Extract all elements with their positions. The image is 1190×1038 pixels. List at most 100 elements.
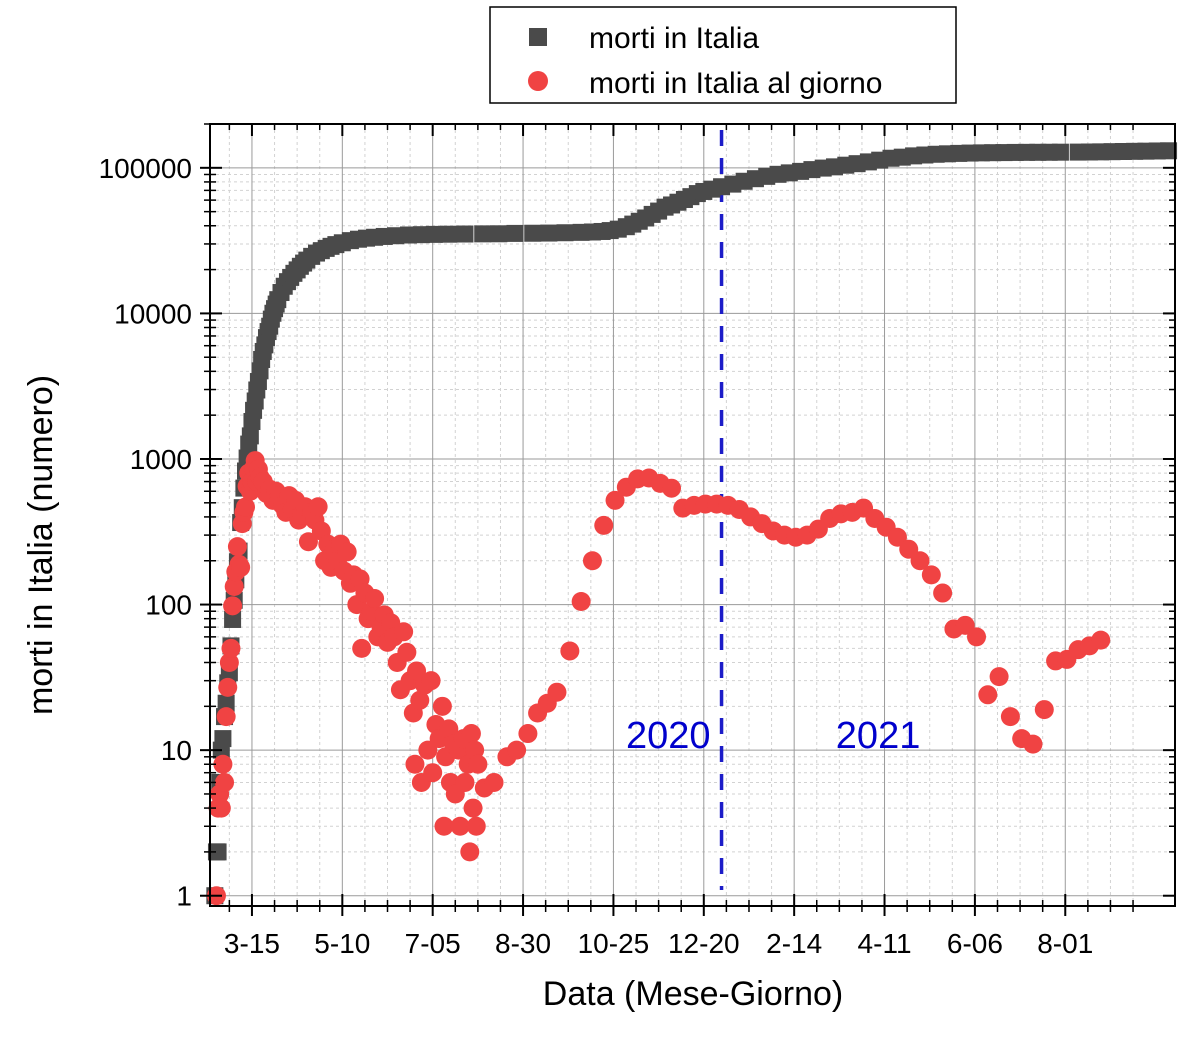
x-tick-labels: 3-15 5-10 7-05 8-30 10-25 12-20 2-14 4-11 6-06 8-… [224, 928, 1093, 959]
daily-point [298, 532, 318, 552]
daily-point [594, 515, 614, 535]
cumulative-point [399, 226, 417, 244]
daily-point [560, 641, 580, 661]
plot-frame [209, 123, 1176, 907]
daily-point [219, 652, 239, 672]
daily-point [216, 707, 236, 727]
cumulative-point [556, 224, 574, 242]
daily-point [468, 754, 488, 774]
cumulative-point [214, 730, 232, 748]
daily-point [461, 724, 481, 744]
daily-point [605, 490, 625, 510]
daily-point [221, 638, 241, 658]
x-tick-label: 4-11 [858, 928, 912, 959]
cumulative-point [224, 610, 242, 628]
daily-point [352, 638, 372, 658]
cumulative-point [456, 225, 474, 243]
daily-point [421, 671, 441, 691]
cumulative-point [506, 224, 524, 242]
y-tick-label: 100 [145, 590, 192, 621]
legend-marker-circle [528, 71, 548, 91]
cumulative-point [412, 226, 430, 244]
daily-point [213, 754, 233, 774]
cumulative-point [241, 427, 259, 445]
y-tick-label: 100000 [99, 153, 192, 184]
minor-gridlines [210, 123, 1175, 906]
y-tick-label: 10 [161, 735, 192, 766]
daily-point [224, 577, 244, 597]
legend-marker-square [529, 28, 547, 46]
daily-point [1000, 707, 1020, 727]
daily-point [933, 583, 953, 603]
daily-point [423, 763, 443, 783]
daily-point [394, 622, 414, 642]
daily-point [921, 565, 941, 585]
cumulative-point [440, 225, 458, 243]
cumulative-point [524, 224, 542, 242]
x-axis-label: Data (Mese-Giorno) [543, 975, 843, 1013]
daily-point [1034, 700, 1054, 720]
daily-point [407, 661, 427, 681]
y-tick-label: 1000 [130, 444, 192, 475]
daily-point [218, 677, 238, 697]
x-tick-label: 10-25 [578, 928, 650, 959]
daily-point [518, 724, 538, 744]
x-tick-label: 7-05 [405, 928, 461, 959]
daily-point [215, 772, 235, 792]
x-tick-label: 3-15 [224, 928, 280, 959]
daily-point [434, 816, 454, 836]
daily-point [337, 542, 357, 562]
year-annotation: 2020 [626, 715, 711, 757]
daily-point [582, 551, 602, 571]
cumulative-point [209, 843, 227, 861]
daily-point [466, 816, 486, 836]
x-tick-label: 12-20 [668, 928, 740, 959]
cumulative-point [540, 224, 558, 242]
annotations: 2020 2021 [626, 715, 920, 757]
daily-point [455, 772, 475, 792]
daily-point [547, 682, 567, 702]
daily-point [450, 816, 470, 836]
daily-point [978, 685, 998, 705]
daily-point [1091, 630, 1111, 650]
daily-point [439, 719, 459, 739]
legend: morti in Italia morti in Italia al giorn… [489, 6, 957, 104]
cumulative-point [1160, 142, 1178, 160]
daily-point [662, 478, 682, 498]
daily-point [432, 696, 452, 716]
y-tick-labels: 1 10 100 1000 10000 100000 [99, 153, 192, 912]
legend-label-daily: morti in Italia al giorno [589, 67, 882, 100]
daily-point [507, 740, 527, 760]
cumulative-point [217, 694, 235, 712]
daily-point [227, 537, 247, 557]
x-tick-label: 6-06 [947, 928, 1003, 959]
legend-box [489, 6, 957, 104]
x-tick-label: 2-14 [766, 928, 822, 959]
legend-label-cumulative: morti in Italia [589, 22, 759, 55]
daily-point [308, 497, 328, 517]
x-tick-label: 8-01 [1037, 928, 1093, 959]
cumulative-point [387, 227, 405, 245]
y-tick-label: 1 [176, 881, 192, 912]
cumulative-point [425, 225, 443, 243]
y-tick-label: 10000 [114, 298, 192, 329]
series-cumulative-deaths [206, 142, 1178, 905]
daily-point [460, 842, 480, 862]
daily-point [484, 772, 504, 792]
year-annotation: 2021 [836, 715, 921, 757]
axis-ticks [200, 123, 1175, 916]
daily-point [910, 551, 930, 571]
daily-point [571, 591, 591, 611]
daily-point [236, 497, 256, 517]
daily-point [1023, 734, 1043, 754]
x-tick-label: 8-30 [495, 928, 551, 959]
daily-point [231, 557, 251, 577]
daily-point [463, 798, 483, 818]
daily-point [223, 596, 243, 616]
daily-point [211, 798, 231, 818]
daily-point [365, 589, 385, 609]
daily-point [989, 667, 1009, 687]
y-axis-label: morti in Italia (numero) [22, 375, 60, 715]
